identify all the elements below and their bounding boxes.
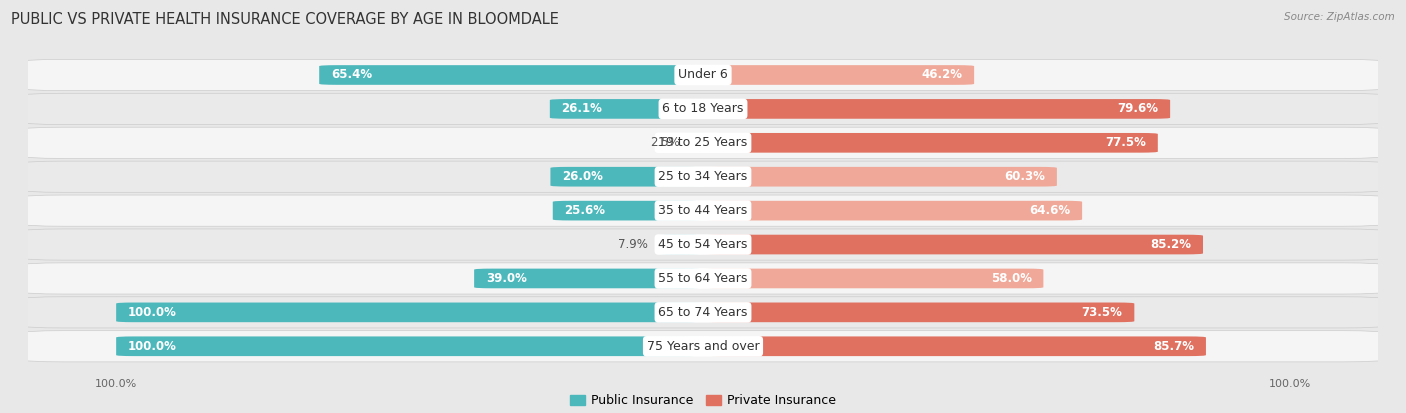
Text: 25.6%: 25.6% — [564, 204, 606, 217]
FancyBboxPatch shape — [703, 65, 974, 85]
Text: Under 6: Under 6 — [678, 69, 728, 81]
Text: 79.6%: 79.6% — [1118, 102, 1159, 115]
FancyBboxPatch shape — [703, 99, 1170, 119]
FancyBboxPatch shape — [22, 127, 1384, 159]
FancyBboxPatch shape — [22, 263, 1384, 294]
Text: 75 Years and over: 75 Years and over — [647, 340, 759, 353]
Text: 2.5%: 2.5% — [650, 136, 679, 150]
FancyBboxPatch shape — [117, 303, 703, 322]
Text: 25 to 34 Years: 25 to 34 Years — [658, 170, 748, 183]
FancyBboxPatch shape — [22, 93, 1384, 124]
Text: 65.4%: 65.4% — [330, 69, 373, 81]
Text: PUBLIC VS PRIVATE HEALTH INSURANCE COVERAGE BY AGE IN BLOOMDALE: PUBLIC VS PRIVATE HEALTH INSURANCE COVER… — [11, 12, 560, 27]
Text: 64.6%: 64.6% — [1029, 204, 1070, 217]
FancyBboxPatch shape — [703, 337, 1206, 356]
Text: 19 to 25 Years: 19 to 25 Years — [658, 136, 748, 150]
FancyBboxPatch shape — [22, 297, 1384, 328]
FancyBboxPatch shape — [703, 167, 1057, 187]
FancyBboxPatch shape — [22, 161, 1384, 192]
FancyBboxPatch shape — [22, 331, 1384, 362]
FancyBboxPatch shape — [22, 59, 1384, 90]
FancyBboxPatch shape — [550, 167, 703, 187]
Text: 7.9%: 7.9% — [619, 238, 648, 251]
FancyBboxPatch shape — [22, 229, 1384, 260]
Text: 35 to 44 Years: 35 to 44 Years — [658, 204, 748, 217]
Text: 46.2%: 46.2% — [921, 69, 962, 81]
Text: 77.5%: 77.5% — [1105, 136, 1146, 150]
Legend: Public Insurance, Private Insurance: Public Insurance, Private Insurance — [569, 394, 837, 407]
Text: 60.3%: 60.3% — [1004, 170, 1045, 183]
FancyBboxPatch shape — [703, 303, 1135, 322]
FancyBboxPatch shape — [550, 99, 703, 119]
FancyBboxPatch shape — [703, 133, 1157, 153]
FancyBboxPatch shape — [319, 65, 703, 85]
Text: 58.0%: 58.0% — [991, 272, 1032, 285]
Text: 85.7%: 85.7% — [1153, 340, 1194, 353]
Text: 100.0%: 100.0% — [128, 306, 177, 319]
FancyBboxPatch shape — [703, 268, 1043, 288]
FancyBboxPatch shape — [657, 235, 703, 254]
Text: 45 to 54 Years: 45 to 54 Years — [658, 238, 748, 251]
FancyBboxPatch shape — [703, 201, 1083, 221]
Text: 6 to 18 Years: 6 to 18 Years — [662, 102, 744, 115]
FancyBboxPatch shape — [22, 195, 1384, 226]
FancyBboxPatch shape — [703, 235, 1204, 254]
FancyBboxPatch shape — [474, 268, 703, 288]
FancyBboxPatch shape — [553, 201, 703, 221]
Text: 39.0%: 39.0% — [486, 272, 527, 285]
Text: 55 to 64 Years: 55 to 64 Years — [658, 272, 748, 285]
Text: 65 to 74 Years: 65 to 74 Years — [658, 306, 748, 319]
Text: 73.5%: 73.5% — [1081, 306, 1122, 319]
Text: Source: ZipAtlas.com: Source: ZipAtlas.com — [1284, 12, 1395, 22]
Text: 100.0%: 100.0% — [128, 340, 177, 353]
Text: 26.0%: 26.0% — [562, 170, 603, 183]
FancyBboxPatch shape — [685, 133, 706, 153]
Text: 26.1%: 26.1% — [561, 102, 602, 115]
Text: 85.2%: 85.2% — [1150, 238, 1191, 251]
FancyBboxPatch shape — [117, 337, 703, 356]
